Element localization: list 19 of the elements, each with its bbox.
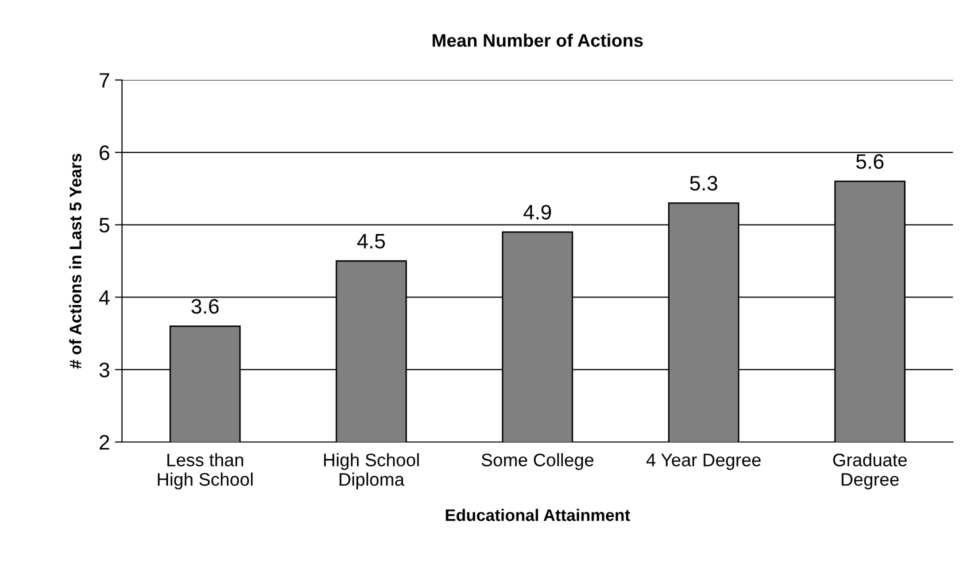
y-tick-label: 7: [100, 73, 110, 88]
x-tick-label: Some College: [482, 453, 594, 470]
x-tick-label: Less than High School: [158, 453, 253, 490]
x-tick-label: High School Diploma: [324, 453, 419, 490]
data-label: 3.6: [191, 298, 219, 314]
y-tick-label: 5: [99, 218, 110, 233]
chart-title: Mean Number of Actions: [432, 34, 643, 47]
x-tick-label: 4 Year Degree: [646, 454, 761, 470]
data-label: 5.6: [856, 154, 884, 169]
y-tick-label: 6: [100, 145, 110, 160]
y-tick-label: 2: [100, 435, 110, 450]
x-axis-title: Educational Attainment: [446, 508, 630, 522]
y-tick-label: 4: [99, 290, 110, 305]
x-tick-label: Graduate Degree: [833, 453, 907, 490]
y-tick-label: 3: [99, 362, 110, 378]
data-label: 5.3: [690, 176, 718, 191]
data-label: 4.5: [357, 234, 385, 249]
data-label: 4.9: [524, 204, 551, 220]
y-axis-title: # of Actions in Last 5 Years: [69, 154, 82, 369]
